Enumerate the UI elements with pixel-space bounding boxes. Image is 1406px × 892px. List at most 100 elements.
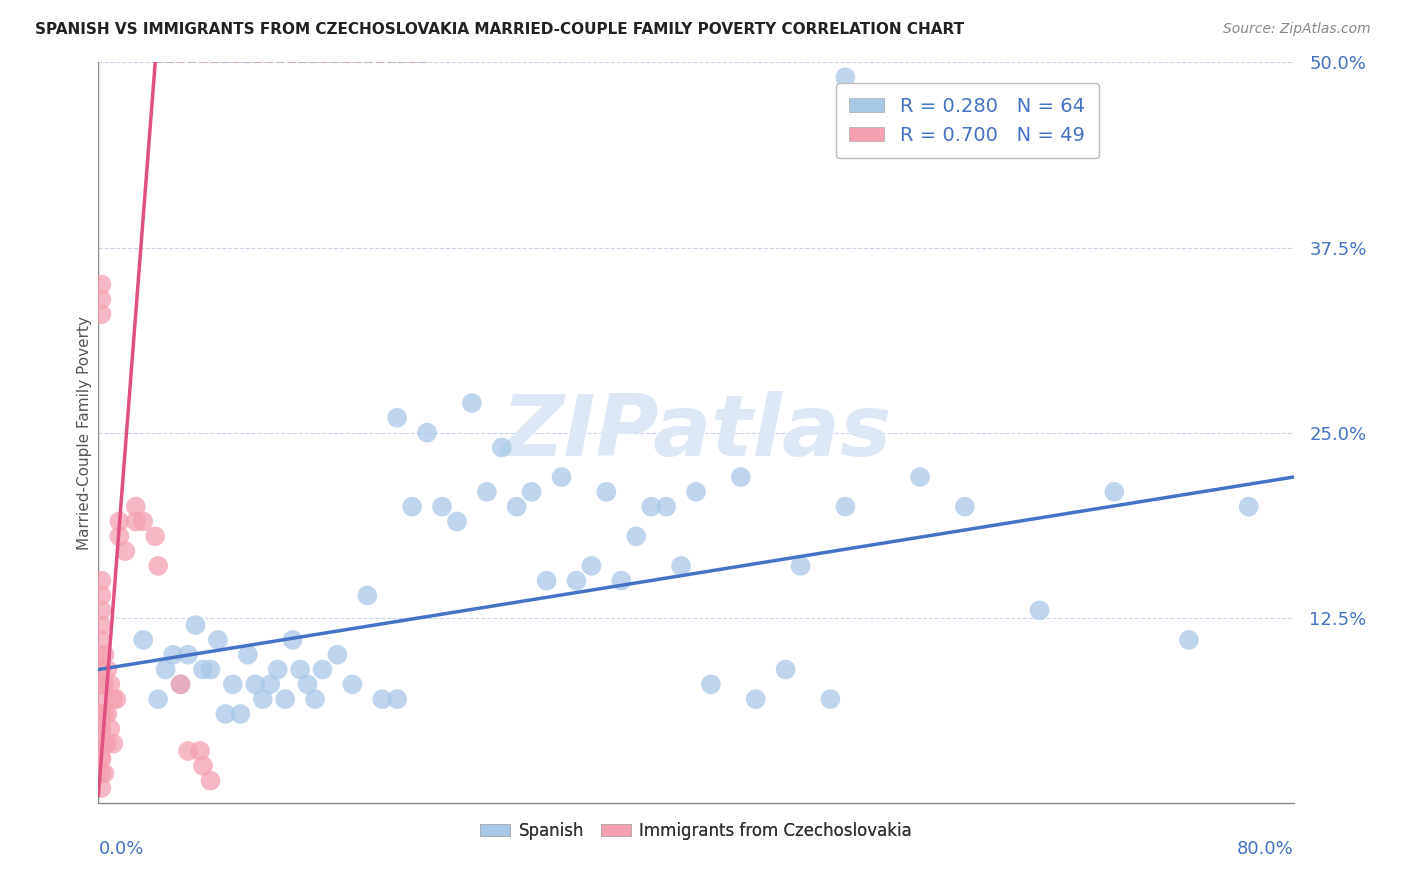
Point: [191, 663, 214, 677]
Point: [90, 737, 112, 751]
Point: [491, 441, 513, 455]
Point: [775, 663, 797, 677]
Point: [125, 515, 148, 529]
Point: [385, 410, 409, 425]
Point: [259, 677, 281, 691]
Text: 0.0%: 0.0%: [98, 840, 143, 858]
Point: [252, 692, 274, 706]
Point: [595, 484, 617, 499]
Legend: Spanish, Immigrants from Czechoslovakia: Spanish, Immigrants from Czechoslovakia: [474, 815, 918, 847]
Point: [108, 529, 131, 543]
Point: [236, 648, 259, 662]
Point: [169, 677, 191, 691]
Point: [90, 722, 112, 736]
Point: [155, 663, 177, 677]
Point: [90, 706, 112, 721]
Point: [90, 737, 112, 751]
Point: [214, 706, 236, 721]
Point: [655, 500, 678, 514]
Point: [685, 484, 707, 499]
Point: [96, 706, 118, 721]
Point: [90, 574, 112, 588]
Text: 80.0%: 80.0%: [1237, 840, 1294, 858]
Point: [169, 677, 191, 691]
Point: [90, 780, 112, 795]
Point: [1178, 632, 1201, 647]
Point: [834, 500, 856, 514]
Point: [90, 589, 112, 603]
Point: [475, 484, 498, 499]
Point: [90, 706, 112, 721]
Point: [536, 574, 558, 588]
Point: [93, 766, 115, 780]
Point: [103, 737, 125, 751]
Point: [908, 470, 931, 484]
Point: [90, 307, 112, 321]
Point: [565, 574, 588, 588]
Point: [520, 484, 543, 499]
Point: [326, 648, 349, 662]
Point: [125, 500, 148, 514]
Point: [90, 277, 112, 292]
Point: [90, 722, 112, 736]
Point: [93, 737, 115, 751]
Point: [222, 677, 245, 691]
Point: [1104, 484, 1126, 499]
Point: [430, 500, 453, 514]
Point: [281, 632, 304, 647]
Text: ZIPatlas: ZIPatlas: [501, 391, 891, 475]
Point: [96, 663, 118, 677]
Point: [148, 692, 170, 706]
Point: [90, 766, 112, 780]
Point: [288, 663, 311, 677]
Text: Source: ZipAtlas.com: Source: ZipAtlas.com: [1223, 22, 1371, 37]
Point: [416, 425, 439, 440]
Point: [98, 677, 122, 691]
Point: [200, 663, 222, 677]
Point: [669, 558, 692, 573]
Point: [105, 692, 128, 706]
Point: [311, 663, 333, 677]
Point: [820, 692, 842, 706]
Point: [229, 706, 252, 721]
Point: [90, 648, 112, 662]
Point: [274, 692, 297, 706]
Point: [245, 677, 267, 691]
Point: [143, 529, 166, 543]
Text: SPANISH VS IMMIGRANTS FROM CZECHOSLOVAKIA MARRIED-COUPLE FAMILY POVERTY CORRELAT: SPANISH VS IMMIGRANTS FROM CZECHOSLOVAKI…: [35, 22, 965, 37]
Point: [700, 677, 723, 691]
Point: [506, 500, 529, 514]
Point: [188, 744, 211, 758]
Point: [207, 632, 229, 647]
Point: [834, 70, 856, 85]
Point: [730, 470, 752, 484]
Point: [90, 293, 112, 307]
Point: [581, 558, 603, 573]
Point: [148, 558, 170, 573]
Point: [200, 773, 222, 788]
Point: [98, 722, 122, 736]
Point: [132, 632, 155, 647]
Point: [90, 603, 112, 617]
Point: [93, 706, 115, 721]
Point: [953, 500, 976, 514]
Point: [96, 737, 118, 751]
Point: [304, 692, 326, 706]
Point: [132, 515, 155, 529]
Point: [371, 692, 394, 706]
Point: [626, 529, 648, 543]
Point: [177, 648, 200, 662]
Point: [267, 663, 290, 677]
Point: [177, 744, 200, 758]
Point: [90, 618, 112, 632]
Point: [108, 515, 131, 529]
Point: [90, 751, 112, 765]
Point: [1237, 500, 1260, 514]
Point: [162, 648, 184, 662]
Y-axis label: Married-Couple Family Poverty: Married-Couple Family Poverty: [77, 316, 91, 549]
Point: [401, 500, 423, 514]
Point: [90, 663, 112, 677]
Point: [114, 544, 136, 558]
Point: [356, 589, 378, 603]
Point: [550, 470, 572, 484]
